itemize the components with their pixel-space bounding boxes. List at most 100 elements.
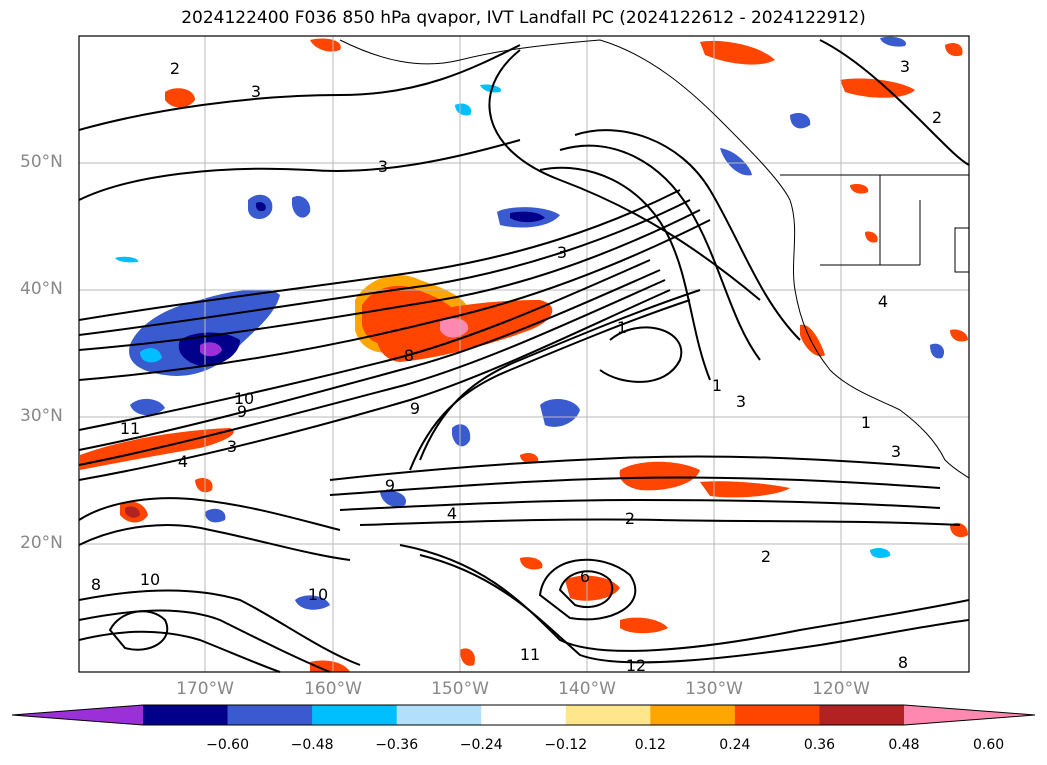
coastline (339, 39, 970, 479)
contour-line (409, 299, 691, 471)
contour-label: 11 (120, 419, 140, 438)
colorbar-tick-label: 0.60 (972, 737, 1005, 753)
contour-line (399, 544, 970, 652)
contour-line (78, 199, 691, 336)
contour-line (78, 139, 521, 201)
contour-label: 4 (447, 504, 457, 523)
contour-line (78, 289, 671, 481)
contour-label: 3 (251, 82, 261, 101)
contour-label: 11 (520, 645, 540, 664)
lon-label-140w: 140°W (558, 679, 616, 699)
contour-line (329, 455, 941, 481)
contour-line (78, 279, 666, 466)
contour-line (78, 189, 681, 321)
contour-lines (78, 39, 970, 673)
coastline-path (339, 39, 970, 479)
colorbar-tick-label: 0.24 (719, 737, 751, 753)
colorbar-extend-low (12, 705, 143, 725)
contour-line (558, 570, 614, 608)
lat-label-20n: 20°N (20, 533, 63, 553)
contour-line (488, 49, 761, 301)
contour-line (419, 289, 701, 461)
contour-label: 10 (140, 570, 160, 589)
contour-label: 4 (178, 452, 188, 471)
contour-line (78, 219, 711, 381)
contour-label: 2 (932, 108, 942, 127)
contour-line (574, 129, 801, 341)
colorbar-tick-label: 0.36 (803, 737, 836, 753)
contour-label: 9 (237, 402, 247, 421)
contour-label: 3 (736, 392, 746, 411)
contour-label: 1 (712, 376, 722, 395)
negative-shading (115, 36, 945, 610)
colorbar-tick-label: −0.12 (544, 737, 588, 753)
contour-label: 9 (385, 476, 395, 495)
colorbar-extend-high (904, 705, 1035, 725)
contour-line (339, 498, 941, 511)
contour-label: 3 (557, 243, 567, 262)
colorbar-segment (819, 705, 905, 725)
contour-line (419, 554, 970, 664)
lon-label-160w: 160°W (304, 679, 362, 699)
contour-label: 3 (378, 157, 388, 176)
contour-label: 9 (410, 399, 420, 418)
contour-line (78, 269, 661, 451)
contour-line (78, 524, 351, 561)
colorbar-segment (734, 705, 820, 725)
contour-line (819, 39, 970, 166)
colorbar-segment (227, 705, 313, 725)
state-borders (780, 174, 970, 273)
contour-line (329, 476, 941, 496)
contour-label: 12 (626, 656, 646, 675)
contour-line (78, 44, 521, 131)
contour-line (78, 609, 331, 673)
graticule (79, 36, 969, 672)
contour-label: 1 (861, 413, 871, 432)
contour-label: 8 (404, 346, 414, 365)
contour-line (599, 326, 683, 383)
contour-label: 10 (234, 389, 254, 408)
colorbar-segment (312, 705, 398, 725)
contour-label: 2 (761, 547, 771, 566)
colorbar-segment (481, 705, 567, 725)
lat-label-40n: 40°N (20, 279, 63, 299)
contour-label: 3 (227, 437, 237, 456)
colorbar-segment (650, 705, 736, 725)
map-title: 2024122400 F036 850 hPa qvapor, IVT Land… (181, 8, 866, 28)
contour-line (78, 259, 651, 431)
contour-label: 2 (625, 509, 635, 528)
contour-line (538, 558, 637, 621)
lat-label-50n: 50°N (20, 152, 63, 172)
colorbar-segment (396, 705, 482, 725)
contour-label: 8 (898, 653, 908, 672)
colorbar-segment (143, 705, 229, 725)
contour-label: 3 (891, 442, 901, 461)
colorbar-tick-label: −0.24 (459, 737, 503, 753)
colorbar-tick-label: −0.60 (206, 737, 249, 753)
colorbar-tick-label: −0.48 (290, 737, 334, 753)
lat-label-30n: 30°N (20, 406, 63, 426)
colorbar-segment (565, 705, 651, 725)
contour-label: 1 (617, 318, 627, 337)
colorbar-segments (143, 705, 905, 725)
shading-layer (80, 36, 968, 672)
colorbar-outline (11, 704, 1036, 726)
colorbar (11, 704, 1036, 726)
colorbar-tick-label: 0.48 (888, 737, 920, 753)
colorbar-tick-label: −0.36 (375, 737, 419, 753)
lon-label-130w: 130°W (685, 679, 743, 699)
contour-line (78, 589, 361, 666)
contour-line (359, 518, 961, 526)
contour-label: 10 (308, 585, 328, 604)
contour-line (78, 497, 341, 531)
contour-label: 4 (878, 292, 888, 311)
contour-line (559, 144, 761, 361)
contour-label: 3 (900, 57, 910, 76)
lon-label-170w: 170°W (176, 679, 234, 699)
contour-label: 6 (580, 567, 590, 586)
lon-label-120w: 120°W (812, 679, 870, 699)
contour-label: 8 (91, 575, 101, 594)
colorbar-tick-label: 0.12 (634, 737, 666, 753)
